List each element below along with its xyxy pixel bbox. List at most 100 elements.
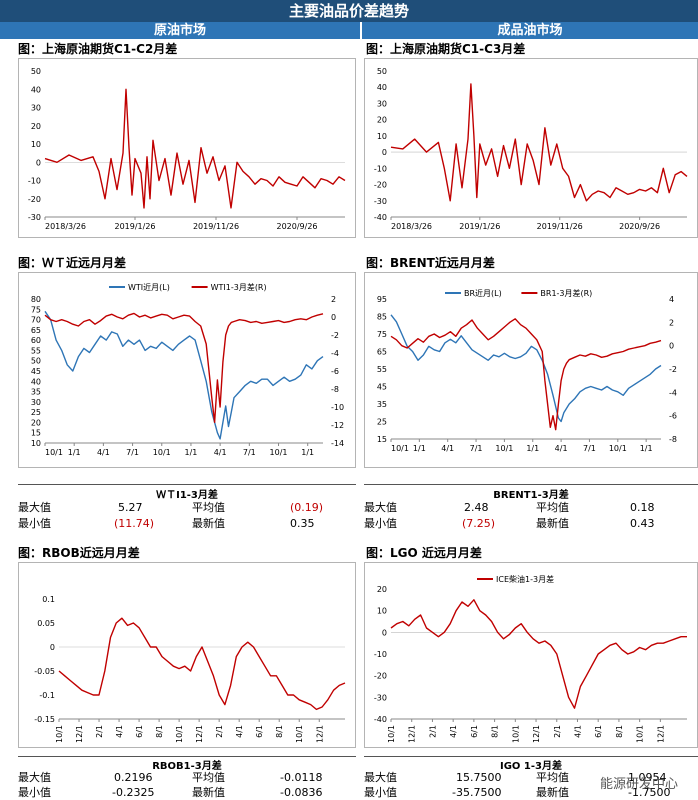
wti-y-tick: 75 xyxy=(31,305,41,314)
rbob-y-tick: 0.1 xyxy=(42,595,55,604)
lgo-max-label: 最大值 xyxy=(364,771,397,784)
rbob-x-tick-label: 8/1 xyxy=(275,725,284,738)
lgo-x-tick-label: 6/1 xyxy=(470,725,479,738)
c1c3-x-tick-label: 2019/1/26 xyxy=(459,222,500,231)
brent-panel-title: 图：BRENT近远月月差 xyxy=(366,256,495,270)
c1c3-y-tick: -10 xyxy=(374,164,387,173)
wti-x-tick-label: 4/1 xyxy=(214,448,227,457)
wti-series-0-line xyxy=(44,310,324,440)
wti-latest-label: 最新值 xyxy=(192,517,225,530)
lgo-x-tick-label: 8/1 xyxy=(491,725,500,738)
brent-y2-tick: -6 xyxy=(669,412,677,421)
lgo-x-tick-label: 8/1 xyxy=(615,725,624,738)
lgo-y-tick: -20 xyxy=(374,672,387,681)
c1c2-y-tick: 20 xyxy=(31,122,41,131)
rbob-y-tick: -0.1 xyxy=(39,691,55,700)
brent-stats-rule xyxy=(364,484,698,485)
brent-stats-row-2: 最小值 (7.25) 最新值 0.43 xyxy=(364,516,698,531)
lgo-stats-caption: IGO 1-3月差 xyxy=(500,761,562,772)
c1c2-x-tick-label: 2019/11/26 xyxy=(193,222,239,231)
c1c3-y-tick: 50 xyxy=(377,67,387,76)
wti-avg-value: (0.19) xyxy=(290,501,324,514)
lgo-min-value: -35.7500 xyxy=(452,786,502,799)
wti-y-tick: 20 xyxy=(31,418,41,427)
wti-y2-tick: 2 xyxy=(331,295,336,304)
c1c3-x-tick-label: 2020/9/26 xyxy=(619,222,660,231)
lgo-stats-table: 最大值 15.7500 平均值 1.0954 最小值 -35.7500 最新值 … xyxy=(364,770,698,800)
c1c2-x-tick-label: 2019/1/26 xyxy=(114,222,155,231)
brent-y2-tick: 4 xyxy=(669,295,674,304)
lgo-x-tick-label: 10/1 xyxy=(387,725,396,743)
lgo-x-tick-label: 2/1 xyxy=(553,725,562,738)
wti-x-tick-label: 7/1 xyxy=(126,448,139,457)
brent-max-label: 最大值 xyxy=(364,501,397,514)
brent-y-tick: 25 xyxy=(377,418,387,427)
wti-y-tick: 25 xyxy=(31,408,41,417)
brent-latest-label: 最新值 xyxy=(536,517,569,530)
rbob-x-tick-label: 4/1 xyxy=(115,725,124,738)
wti-chart-box: 80 75 70 65 60 55 50 45 40 35 30 25 20 15 10 2 0 -2 -4 -6 -8… xyxy=(18,272,356,468)
brent-y-tick: 35 xyxy=(377,400,387,409)
wti-y-tick: 15 xyxy=(31,429,41,438)
wti-y2-tick: -14 xyxy=(331,439,344,448)
brent-x-tick-label: 10/1 xyxy=(391,444,409,453)
wti-y2-tick: 0 xyxy=(331,313,336,322)
c1c3-y-tick: -40 xyxy=(374,213,387,222)
wti-stats-rule xyxy=(18,484,356,485)
rbob-avg-label: 平均值 xyxy=(192,771,225,784)
brent-y-tick: 15 xyxy=(377,435,387,444)
wti-x-tick-label: 1/1 xyxy=(68,448,81,457)
brent-y2-tick: -4 xyxy=(669,388,677,397)
lgo-y-tick: 20 xyxy=(377,585,387,594)
lgo-y-tick: -30 xyxy=(374,693,387,702)
brent-y-tick: 55 xyxy=(377,365,387,374)
brent-stats-row-1: 最大值 2.48 平均值 0.18 xyxy=(364,500,698,515)
c1c3-y-tick: -20 xyxy=(374,181,387,190)
brent-y2-tick: 2 xyxy=(669,318,674,327)
section-crude-oil: 原油市场 xyxy=(0,22,360,39)
wti-y-tick: 80 xyxy=(31,295,41,304)
section-refined-oil: 成品油市场 xyxy=(362,22,698,39)
wti-stats-table: 最大值 5.27 平均值 (0.19) 最小值 (11.74) 最新值 0.35 xyxy=(18,500,356,532)
wti-x-tick-label: 10/1 xyxy=(153,448,171,457)
wti-y2-tick: -8 xyxy=(331,385,339,394)
wti-y2-tick: -2 xyxy=(331,331,339,340)
lgo-stats-row-2: 最小值 -35.7500 最新值 -1.7500 xyxy=(364,785,698,800)
lgo-x-tick-label: 12/1 xyxy=(532,725,541,743)
wti-x-tick-label: 7/1 xyxy=(243,448,256,457)
brent-y2-tick: -2 xyxy=(669,365,677,374)
lgo-avg-value: 1.0954 xyxy=(628,771,667,784)
brent-max-value: 2.48 xyxy=(464,501,489,514)
wti-y2-tick: -6 xyxy=(331,367,339,376)
page-banner: 主要油品价差趋势 xyxy=(0,0,698,22)
rbob-panel-title: 图：RBOB近远月月差 xyxy=(18,546,140,560)
wti-chart: 80757065605550454035302520151020-2-4-6-8… xyxy=(31,282,344,457)
rbob-x-tick-label: 10/1 xyxy=(295,725,304,743)
wti-series-1-line xyxy=(44,312,324,424)
wti-y2-tick: -10 xyxy=(331,403,344,412)
lgo-stats-row-1: 最大值 15.7500 平均值 1.0954 xyxy=(364,770,698,785)
c1c2-y-tick: -30 xyxy=(28,213,41,222)
wti-y-tick: 60 xyxy=(31,336,41,345)
lgo-y-tick: 0 xyxy=(382,628,387,637)
rbob-x-tick-label: 10/1 xyxy=(55,725,64,743)
wti-panel-title: 图：ＷＴ近远月月差 xyxy=(18,256,127,270)
brent-x-tick-label: 7/1 xyxy=(470,444,483,453)
rbob-stats-row-2: 最小值 -0.2325 最新值 -0.0836 xyxy=(18,785,356,800)
rbob-x-tick-label: 6/1 xyxy=(255,725,264,738)
c1c2-x-tick-label: 2018/3/26 xyxy=(45,222,86,231)
brent-avg-label: 平均值 xyxy=(536,501,569,514)
wti-x-tick-label: 10/1 xyxy=(45,448,63,457)
rbob-x-tick-label: 8/1 xyxy=(155,725,164,738)
brent-y-tick: 45 xyxy=(377,383,387,392)
brent-x-tick-label: 1/1 xyxy=(640,444,653,453)
wti-stats-caption: ＷＴI1-3月差 xyxy=(156,490,218,501)
brent-x-tick-label: 10/1 xyxy=(495,444,513,453)
brent-stats-table: 最大值 2.48 平均值 0.18 最小值 (7.25) 最新值 0.43 xyxy=(364,500,698,532)
lgo-y-tick: 10 xyxy=(377,607,387,616)
brent-stats-caption: BRENT1-3月差 xyxy=(493,490,569,501)
brent-chart-box: 95 85 75 65 55 45 35 25 15 4 2 0 -2 -4 -6 -8 10/1 1/1 4/1 7… xyxy=(364,272,698,468)
rbob-y-tick: 0 xyxy=(50,643,55,652)
